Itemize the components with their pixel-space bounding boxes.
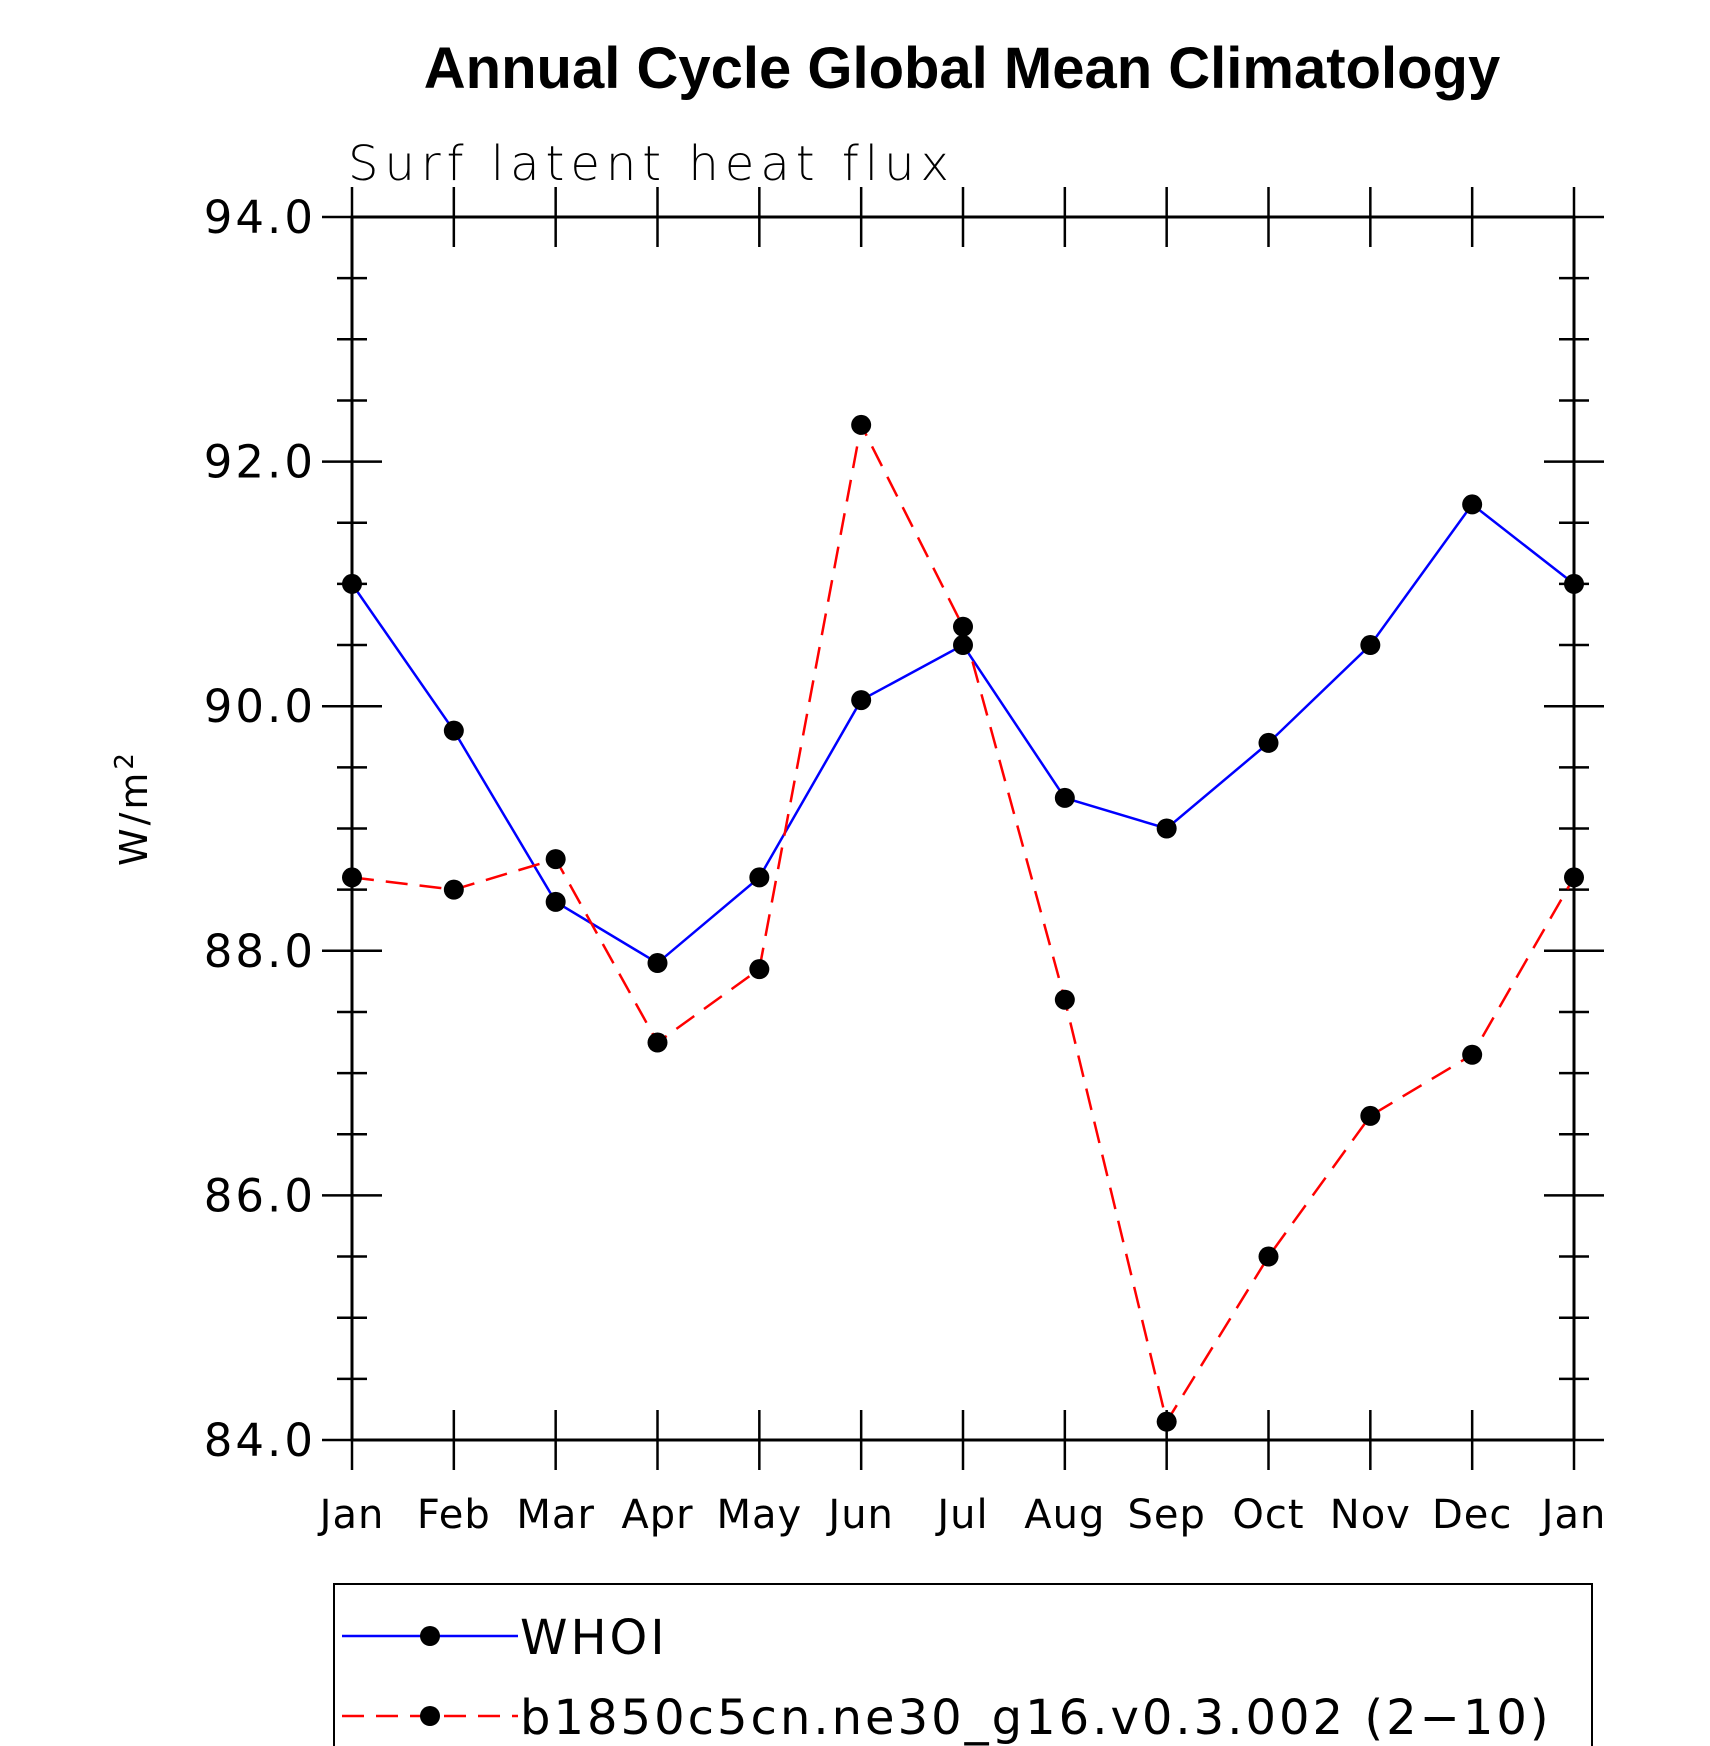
- series-2-point: [1156, 1411, 1177, 1432]
- series-2-point: [545, 849, 566, 870]
- series-2-point: [1258, 1246, 1279, 1267]
- x-tick-label: Aug: [1024, 1492, 1105, 1538]
- x-tick-labels: Jan Feb Mar Apr May Jun Jul Aug Sep Oct Nov Dec Jan: [317, 1492, 1607, 1538]
- series-2-point: [851, 414, 872, 435]
- series-line-1: [350, 502, 1575, 965]
- chart-title: Annual Cycle Global Mean Climatology: [424, 36, 1500, 101]
- legend-label-2: b1850c5cn.ne30_g16.v0.3.002 (2−10): [520, 1690, 1552, 1746]
- series-1-point: [851, 690, 872, 711]
- series-1-point: [443, 720, 464, 741]
- series-1-point: [953, 635, 973, 656]
- series-1-point: [1360, 635, 1381, 656]
- legend-items: WHOI b1850c5cn.ne30_g16.v0.3.002 (2−10): [342, 1610, 1552, 1746]
- y-axis-label-exponent: 2: [110, 750, 140, 770]
- series-1-point: [1258, 732, 1279, 753]
- x-tick-label: Nov: [1330, 1492, 1411, 1538]
- x-tick-label: Jan: [1539, 1492, 1607, 1538]
- y-tick-label: 94.0: [204, 191, 316, 244]
- series-2-point: [342, 867, 362, 888]
- series-2-point: [443, 879, 464, 900]
- x-tick-label: Mar: [516, 1492, 594, 1538]
- y-axis-label: W/m2: [110, 750, 156, 866]
- x-tick-label: Apr: [621, 1492, 693, 1538]
- series-2-point: [1564, 867, 1584, 888]
- y-tick-labels: 84.0 86.0 88.0 90.0 92.0 94.0: [204, 191, 316, 1467]
- legend-box: [333, 1583, 1593, 1746]
- x-tick-label: Feb: [417, 1492, 491, 1538]
- series-1-point: [342, 573, 362, 594]
- y-tick-label: 86.0: [204, 1169, 316, 1222]
- legend: WHOI b1850c5cn.ne30_g16.v0.3.002 (2−10): [333, 1583, 1593, 1746]
- series-1-point: [1564, 573, 1584, 594]
- series-1-point: [1462, 494, 1483, 515]
- series-2-point: [647, 1032, 668, 1053]
- y-tick-label: 88.0: [204, 925, 316, 978]
- series-line-2: [351, 421, 1576, 1425]
- series-2-point: [1360, 1105, 1381, 1126]
- series-2-point: [1054, 989, 1075, 1010]
- legend-label-1: WHOI: [520, 1610, 668, 1666]
- plot-frame: [350, 215, 1576, 1442]
- x-tick-label: Jun: [825, 1492, 894, 1538]
- series-layer: [342, 414, 1584, 1432]
- series-2-point: [1462, 1044, 1483, 1065]
- y-tick-label: 90.0: [204, 680, 316, 733]
- series-1-point: [1156, 818, 1177, 839]
- legend-marker-1: [420, 1626, 440, 1646]
- series-1-point: [647, 953, 668, 974]
- y-tick-label: 84.0: [204, 1414, 316, 1467]
- x-tick-label: Oct: [1232, 1492, 1304, 1538]
- y-tick-label: 92.0: [204, 436, 316, 489]
- x-tick-label: May: [716, 1492, 802, 1538]
- axis-ticks: [322, 187, 1604, 1470]
- series-2-point: [953, 616, 973, 637]
- x-tick-label: Sep: [1127, 1492, 1205, 1538]
- series-2-point: [749, 959, 770, 980]
- chart-subtitle: Surf latent heat flux: [348, 136, 955, 192]
- series-1-point: [749, 867, 770, 888]
- series-1-point: [545, 891, 566, 912]
- legend-marker-2: [420, 1706, 440, 1726]
- x-tick-label: Jan: [317, 1492, 385, 1538]
- x-tick-label: Dec: [1432, 1492, 1512, 1538]
- x-tick-label: Jul: [934, 1492, 988, 1538]
- y-axis-label-unit: W/m: [112, 770, 156, 866]
- series-1-point: [1054, 787, 1075, 808]
